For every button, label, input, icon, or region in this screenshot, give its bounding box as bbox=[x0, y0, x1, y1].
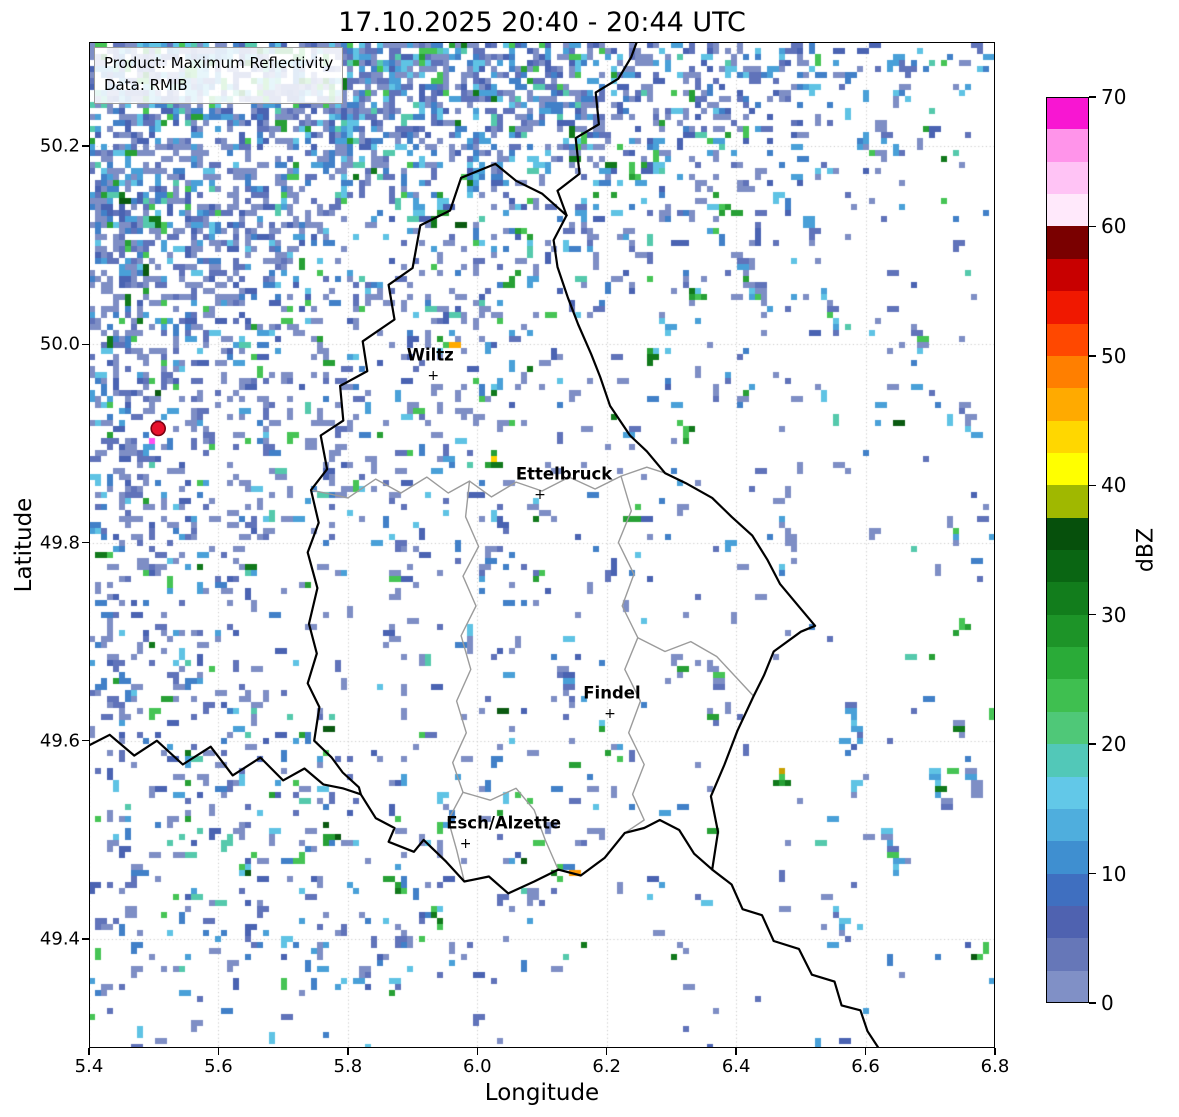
colorbar-color-segment bbox=[1046, 937, 1089, 971]
colorbar-tick-label: 30 bbox=[1101, 602, 1127, 627]
colorbar-tick-label: 20 bbox=[1101, 732, 1127, 757]
colorbar-tick-mark bbox=[1089, 1002, 1096, 1004]
colorbar-color-segment bbox=[1046, 970, 1089, 1003]
regional-border-line bbox=[310, 466, 666, 499]
colorbar-tick-mark bbox=[1089, 225, 1096, 228]
colorbar-color-segment bbox=[1046, 840, 1089, 874]
regional-border-line bbox=[447, 480, 480, 883]
colorbar-color-segment bbox=[1046, 905, 1089, 939]
x-tick-label: 6.4 bbox=[721, 1056, 751, 1077]
x-tick-mark bbox=[864, 1048, 867, 1055]
x-axis-label: Longitude bbox=[484, 1080, 600, 1106]
national-borders-group bbox=[89, 42, 880, 1048]
national-border-line bbox=[711, 868, 880, 1048]
regional-border-line bbox=[462, 787, 559, 871]
colorbar-tick-mark bbox=[1089, 96, 1096, 98]
x-tick-label: 5.6 bbox=[204, 1056, 233, 1077]
x-tick-label: 5.4 bbox=[74, 1056, 104, 1077]
info-data-source-line: Data: RMIB bbox=[104, 75, 188, 94]
map-plot-area: + Wiltz + Ettelbruck + Findel + Esch/Alzette Pr… bbox=[89, 42, 995, 1048]
colorbar-tick-mark bbox=[1089, 743, 1096, 745]
product-info-box: Product: Maximum Reflectivity Data: RMIB bbox=[94, 47, 344, 104]
colorbar-color-segment bbox=[1046, 743, 1089, 777]
colorbar-label: dBZ bbox=[1133, 527, 1159, 573]
borders-svg bbox=[89, 42, 880, 1048]
x-tick-label: 6.0 bbox=[462, 1056, 492, 1077]
y-tick-label: 50.0 bbox=[39, 333, 80, 355]
national-border-line bbox=[556, 42, 638, 217]
x-tick-mark bbox=[605, 1048, 608, 1055]
y-tick-label: 50.2 bbox=[39, 135, 80, 157]
colorbar-color-segment bbox=[1046, 646, 1089, 680]
y-tick-mark bbox=[82, 938, 89, 940]
x-tick-mark bbox=[735, 1048, 737, 1055]
regional-border-line bbox=[617, 475, 645, 834]
colorbar-tick-mark bbox=[1089, 613, 1096, 616]
colorbar-color-segment bbox=[1046, 678, 1089, 712]
radar-site-marker bbox=[150, 420, 166, 437]
y-tick-label: 49.6 bbox=[39, 730, 80, 752]
colorbar-tick-label: 70 bbox=[1101, 85, 1127, 109]
y-tick-mark bbox=[82, 541, 89, 544]
colorbar-color-segment bbox=[1046, 322, 1089, 356]
colorbar-color-segment bbox=[1046, 484, 1089, 518]
colorbar-color-segment bbox=[1046, 128, 1089, 162]
colorbar-color-segment bbox=[1046, 258, 1089, 292]
x-tick-mark bbox=[476, 1048, 479, 1055]
x-tick-label: 6.2 bbox=[592, 1056, 622, 1077]
colorbar-tick-mark bbox=[1089, 872, 1096, 875]
colorbar-color-segment bbox=[1046, 193, 1089, 227]
x-tick-mark bbox=[88, 1048, 90, 1055]
colorbar-color-segment bbox=[1046, 614, 1089, 648]
x-tick-mark bbox=[217, 1048, 220, 1055]
colorbar-color-segment bbox=[1046, 808, 1089, 842]
y-tick-mark bbox=[82, 145, 89, 147]
colorbar-tick-label: 50 bbox=[1101, 343, 1127, 368]
colorbar-color-segment bbox=[1046, 872, 1089, 906]
colorbar-tick-mark bbox=[1089, 484, 1096, 487]
colorbar-color-segment bbox=[1046, 225, 1089, 259]
y-tick-mark bbox=[82, 343, 89, 346]
colorbar-color-segment bbox=[1046, 517, 1089, 550]
radar-echo-canvas bbox=[89, 42, 995, 1048]
regional-borders-group bbox=[310, 466, 755, 883]
colorbar-color-segment bbox=[1046, 549, 1089, 583]
colorbar-tick-mark bbox=[1089, 355, 1096, 357]
y-tick-mark bbox=[82, 739, 89, 742]
colorbar-tick-label: 40 bbox=[1101, 473, 1127, 498]
colorbar-tick-label: 0 bbox=[1101, 991, 1114, 1015]
figure-title: 17.10.2025 20:40 - 20:44 UTC bbox=[338, 7, 746, 38]
national-border-line bbox=[89, 733, 362, 796]
x-tick-mark bbox=[994, 1048, 996, 1055]
colorbar-color-segment bbox=[1046, 161, 1089, 195]
colorbar-color-segment bbox=[1046, 97, 1089, 130]
colorbar-tick-label: 60 bbox=[1101, 214, 1127, 239]
colorbar-color-segment bbox=[1046, 775, 1089, 809]
colorbar bbox=[1046, 97, 1089, 1003]
colorbar-color-segment bbox=[1046, 581, 1089, 615]
x-tick-label: 6.8 bbox=[980, 1056, 1010, 1077]
info-product-line: Product: Maximum Reflectivity bbox=[104, 54, 334, 72]
colorbar-color-segment bbox=[1046, 355, 1089, 389]
colorbar-color-segment bbox=[1046, 290, 1089, 324]
x-tick-label: 6.6 bbox=[851, 1056, 880, 1077]
y-tick-label: 49.8 bbox=[39, 532, 80, 554]
colorbar-color-segment bbox=[1046, 711, 1089, 745]
x-tick-mark bbox=[347, 1048, 349, 1055]
x-tick-label: 5.8 bbox=[333, 1056, 363, 1077]
y-tick-label: 49.4 bbox=[39, 928, 80, 950]
regional-border-line bbox=[637, 637, 755, 697]
colorbar-color-segment bbox=[1046, 452, 1089, 486]
colorbar-tick-label: 10 bbox=[1101, 861, 1127, 886]
national-border-line bbox=[306, 162, 817, 895]
colorbar-color-segment bbox=[1046, 387, 1089, 421]
colorbar-color-segment bbox=[1046, 419, 1089, 453]
